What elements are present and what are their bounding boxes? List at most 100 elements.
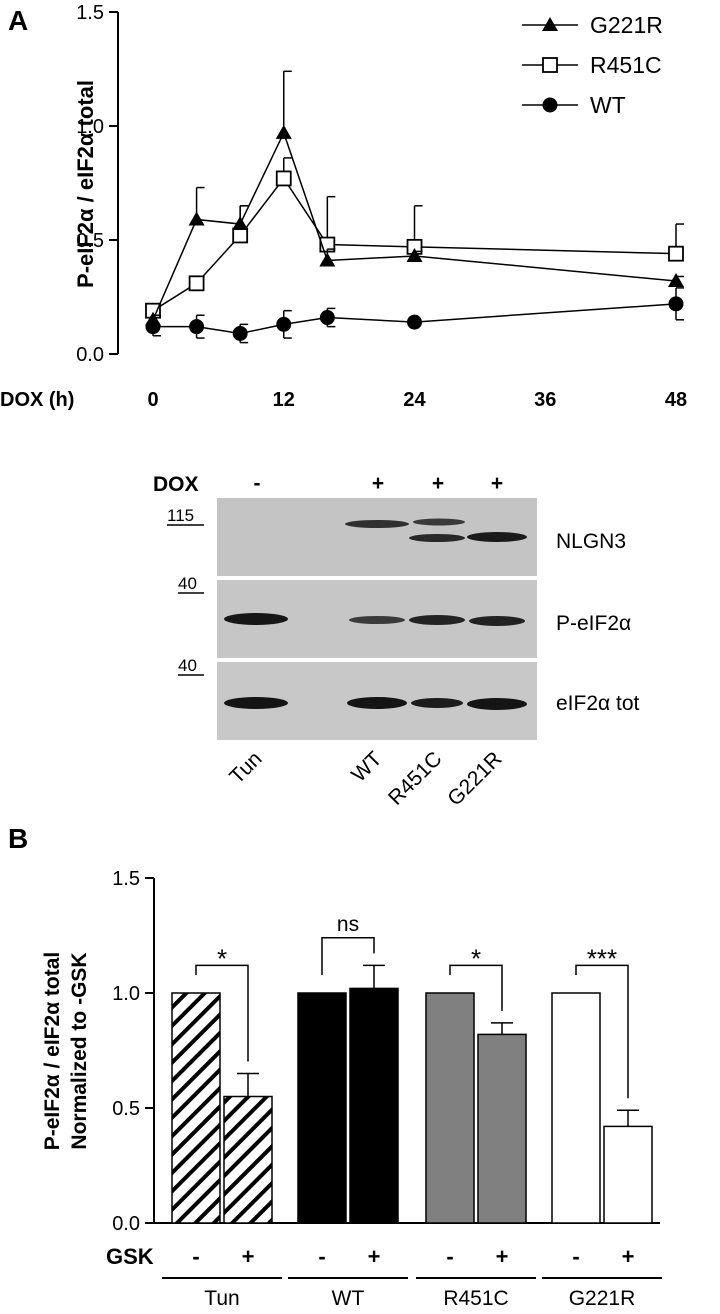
blot-row-p-eif2a: P-eIF2α — [556, 612, 631, 635]
bar — [297, 992, 347, 1224]
significance-label: * — [471, 943, 481, 973]
blot-lane-g221r: G221R — [443, 747, 506, 810]
data-point — [319, 310, 335, 326]
line-series-g221r — [145, 70, 684, 326]
data-point — [189, 319, 205, 335]
gsk-sign: + — [368, 1244, 381, 1269]
band-eif2a-r451c — [411, 698, 463, 708]
line-chart-ytick-label: 0.0 — [76, 344, 104, 366]
band-peif2a-tun — [224, 613, 288, 625]
line-chart-ylabel: P-eIF2α / eIF2α total — [73, 80, 98, 288]
line-chart-xtick-label: 36 — [534, 389, 556, 411]
bar — [171, 992, 221, 1224]
legend-marker — [542, 97, 558, 113]
data-point — [275, 124, 292, 139]
band-eif2a-wt — [347, 697, 407, 709]
bar-chart-ylabel-line1: P-eIF2α / eIF2α total — [41, 952, 64, 1151]
data-point — [276, 316, 292, 332]
western-blot: DOX - + + + 115 40 40 NLGN3 P-eIF2α eIF2α t… — [153, 472, 640, 811]
data-point — [668, 273, 684, 288]
bar-chart-ytick-label: 1.0 — [112, 983, 140, 1005]
data-point — [232, 216, 249, 231]
line-chart-xtick-label: 24 — [403, 389, 426, 411]
data-point — [668, 296, 684, 312]
mw-marker-40a: 40 — [178, 574, 197, 593]
band-nlgn3-wt — [345, 520, 409, 528]
data-point — [188, 211, 205, 226]
legend-label: WT — [590, 92, 626, 118]
blot-lane-r451c: R451C — [384, 747, 446, 809]
band-nlgn3-g221r — [467, 532, 527, 542]
bar — [551, 992, 601, 1224]
bar-chart-ytick-label: 0.5 — [112, 1098, 140, 1120]
mw-marker-40b: 40 — [178, 656, 197, 675]
gsk-sign: - — [318, 1244, 325, 1269]
data-point — [319, 252, 336, 267]
bar-chart-ytick-label: 0.0 — [112, 1213, 140, 1235]
line-chart-ytick-label: 0.5 — [76, 230, 104, 252]
data-point — [406, 247, 423, 262]
blot-row-nlgn3: NLGN3 — [556, 530, 626, 553]
gsk-sign: + — [496, 1244, 509, 1269]
bar-group-r451c: - + * R451C — [416, 943, 536, 1310]
gsk-sign: - — [572, 1244, 579, 1269]
significance-label: * — [217, 943, 227, 973]
bar-group-g221r: - + *** G221R — [542, 943, 662, 1310]
line-chart-xtick-label: 48 — [665, 389, 687, 411]
legend-marker — [542, 17, 558, 31]
band-eif2a-g221r — [467, 698, 527, 710]
data-point — [407, 314, 422, 330]
group-label: R451C — [443, 1287, 508, 1310]
mw-marker-115: 115 — [167, 506, 194, 525]
bar-chart-gsk-label: GSK — [106, 1244, 154, 1269]
legend-marker — [542, 57, 558, 73]
band-peif2a-g221r — [469, 616, 525, 626]
data-point — [232, 325, 248, 341]
data-point — [145, 311, 161, 326]
group-label: Tun — [204, 1287, 239, 1310]
gsk-sign: - — [192, 1244, 199, 1269]
bar-chart: P-eIF2α / eIF2α total Normalized to -GSK… — [41, 868, 662, 1310]
band-nlgn3-r451c-lower — [409, 534, 465, 542]
significance-bracket — [195, 964, 249, 1062]
blot-dox-sign: + — [372, 472, 384, 495]
group-label: WT — [332, 1287, 365, 1310]
bar — [223, 1095, 273, 1224]
line-chart-xlabel: DOX (h) — [0, 389, 74, 411]
group-label: G221R — [569, 1287, 636, 1310]
legend-label: R451C — [590, 52, 662, 78]
bar — [477, 1033, 527, 1224]
data-point — [188, 275, 205, 292]
band-peif2a-wt — [349, 616, 405, 624]
blot-dox-sign: - — [254, 472, 261, 495]
blot-row-eif2a-tot: eIF2α tot — [556, 692, 640, 715]
data-point — [275, 170, 292, 187]
significance-label: *** — [587, 943, 617, 973]
significance-bracket — [575, 964, 629, 1099]
bar — [349, 987, 399, 1224]
line-chart: 0.0 0.5 1.0 1.5 0 12 24 36 48 P-eIF2α / eIF2α to… — [0, 2, 687, 411]
blot-dox-sign: + — [491, 472, 503, 495]
bar-group-tun: - + * Tun — [162, 943, 282, 1310]
legend-label: G221R — [590, 12, 663, 38]
line-chart-ytick-label: 1.5 — [76, 2, 104, 24]
panel-label-b: B — [8, 823, 28, 854]
gsk-sign: + — [242, 1244, 255, 1269]
gsk-sign: + — [622, 1244, 635, 1269]
significance-label: ns — [337, 913, 359, 936]
gsk-sign: - — [446, 1244, 453, 1269]
band-nlgn3-r451c-upper — [413, 518, 465, 526]
line-series-r451c — [145, 157, 684, 319]
significance-bracket — [449, 964, 503, 1011]
line-chart-xtick-label: 0 — [147, 389, 158, 411]
line-chart-legend: G221R R451C WT — [522, 12, 663, 118]
bar-chart-ylabel-line2: Normalized to -GSK — [68, 952, 91, 1149]
blot-dox-sign: + — [432, 472, 444, 495]
bar — [425, 992, 475, 1224]
blot-lane-wt: WT — [347, 747, 386, 786]
panel-label-a: A — [8, 5, 28, 36]
line-chart-ytick-label: 1.0 — [76, 116, 104, 138]
significance-bracket — [321, 937, 375, 975]
bar-group-wt: - + ns WT — [288, 913, 408, 1310]
